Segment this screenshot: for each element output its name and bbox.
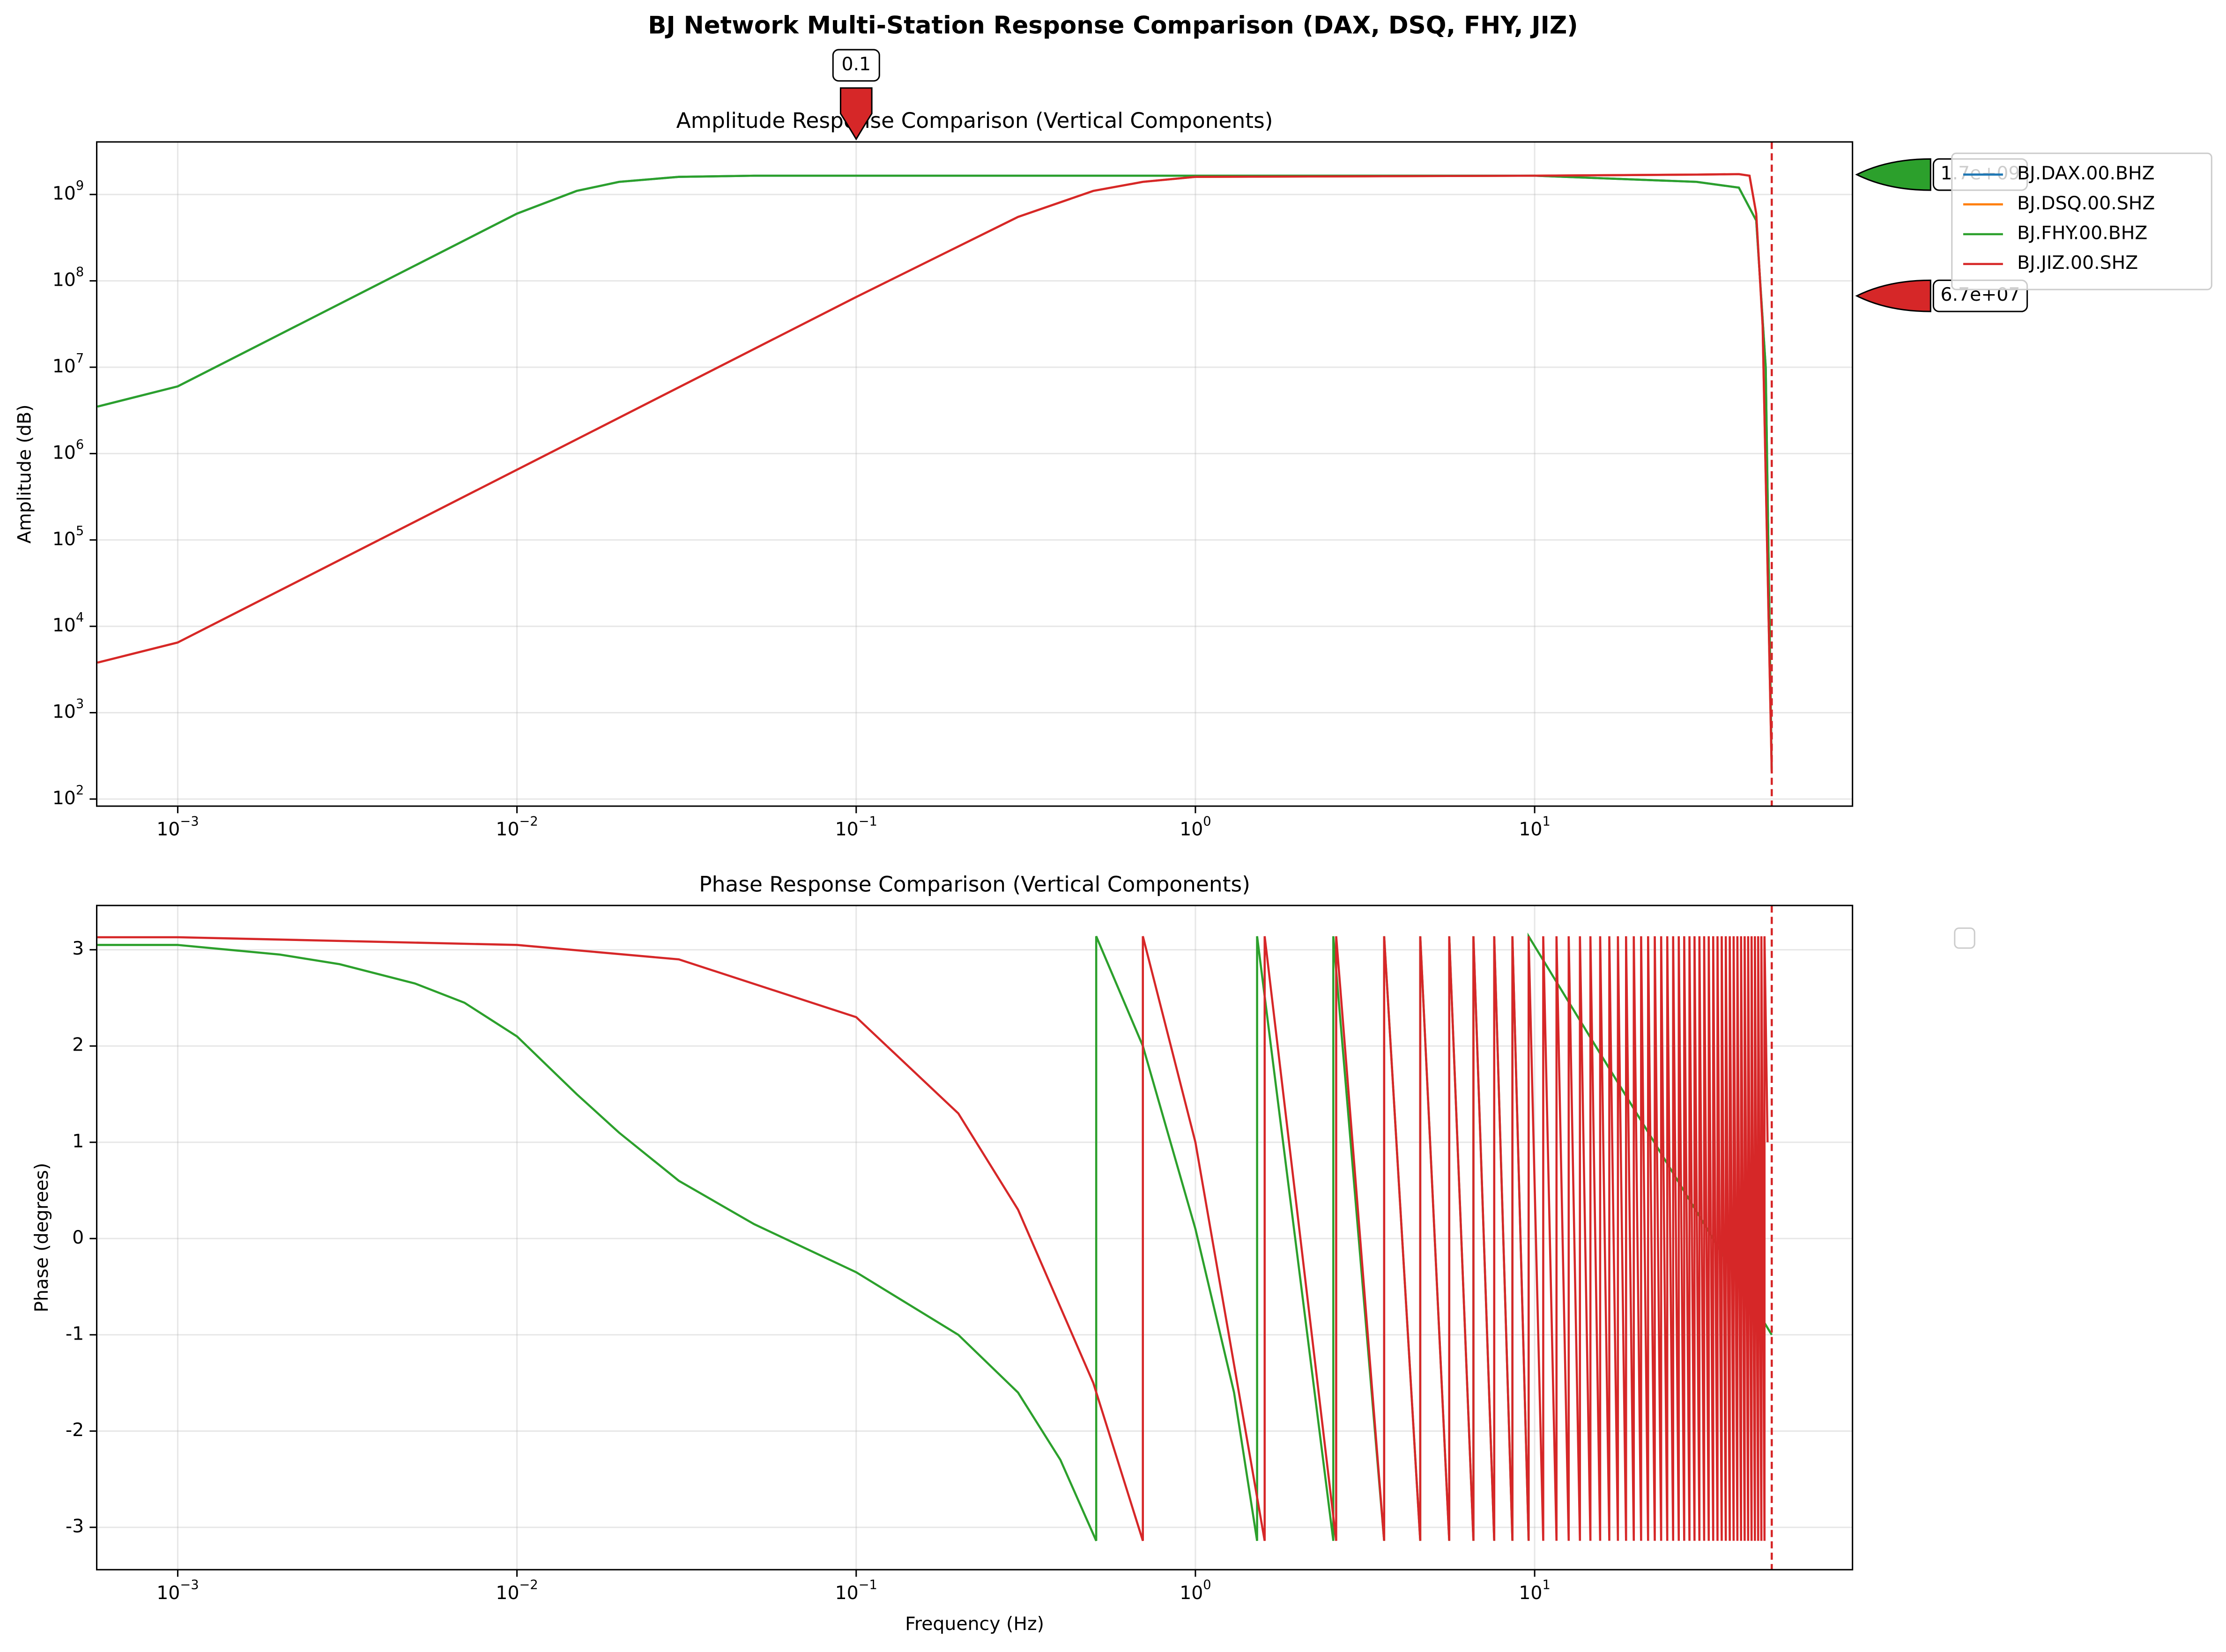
x-tick-label-exponent: 0 [1203, 814, 1211, 829]
x-tick-label-base: 10 [496, 818, 519, 840]
figure-title: BJ Network Multi-Station Response Compar… [648, 12, 1578, 40]
y-tick-label-base: 10 [52, 787, 76, 808]
axes-title: Amplitude Response Comparison (Vertical … [676, 108, 1273, 133]
x-tick-label-exponent: 1 [1542, 1578, 1550, 1592]
y-tick-label-base: 10 [52, 269, 76, 290]
x-tick-label: 10−1 [835, 1578, 877, 1603]
legend-frame [1951, 152, 2212, 290]
x-tick-label-base: 10 [835, 1582, 859, 1603]
y-tick-label: -1 [66, 1323, 84, 1344]
y-tick-label: 107 [52, 351, 84, 377]
x-tick-label: 10−1 [835, 814, 877, 840]
axes-frame [96, 141, 1854, 807]
y-tick-label-base: 10 [52, 528, 76, 549]
axes-title: Phase Response Comparison (Vertical Comp… [699, 872, 1250, 896]
y-tick-label-exponent: 4 [76, 610, 84, 624]
y-axis-label: Amplitude (dB) [14, 405, 35, 544]
y-tick-label-base: 10 [52, 442, 76, 463]
x-tick-label-exponent: −3 [180, 814, 199, 829]
legend-label: BJ.DSQ.00.SHZ [2017, 193, 2155, 214]
series-line [97, 936, 1769, 1541]
annotation-box [832, 49, 880, 82]
y-tick-label-base: 10 [52, 701, 76, 722]
annotation-marker [1855, 158, 1931, 191]
x-tick-label-base: 10 [1519, 818, 1542, 840]
y-tick-label-exponent: 5 [76, 524, 84, 538]
y-tick-label-exponent: 9 [76, 178, 84, 193]
y-tick-label: 1 [72, 1130, 84, 1152]
y-tick-label: 106 [52, 437, 84, 463]
y-tick-label: 103 [52, 696, 84, 722]
x-tick-label: 100 [1180, 1578, 1211, 1603]
x-tick-label-exponent: −2 [519, 814, 538, 829]
x-tick-label-base: 10 [1180, 818, 1203, 840]
x-tick-label-exponent: 1 [1542, 814, 1550, 829]
x-tick-label-exponent: −2 [519, 1578, 538, 1592]
y-tick-label: 0 [72, 1227, 84, 1248]
y-tick-label: 104 [52, 610, 84, 636]
y-tick-label-exponent: 6 [76, 437, 84, 452]
x-tick-label: 101 [1519, 1578, 1550, 1603]
y-tick-label: 3 [72, 938, 84, 959]
x-tick-label: 101 [1519, 814, 1550, 840]
x-tick-label-exponent: 0 [1203, 1578, 1211, 1592]
x-tick-label-base: 10 [1180, 1582, 1203, 1603]
y-tick-label: 108 [52, 265, 84, 290]
x-tick-label-base: 10 [1519, 1582, 1542, 1603]
y-tick-label: 2 [72, 1034, 84, 1056]
axes-frame [96, 904, 1854, 1571]
x-tick-label-base: 10 [496, 1582, 519, 1603]
x-tick-label-base: 10 [835, 818, 859, 840]
x-tick-label: 10−2 [496, 1578, 538, 1603]
y-tick-label: -3 [66, 1515, 84, 1537]
y-tick-label: 102 [52, 783, 84, 808]
series-line [97, 174, 1773, 773]
x-tick-label-base: 10 [156, 818, 180, 840]
x-tick-label: 10−3 [156, 814, 199, 840]
y-tick-label-base: 10 [52, 615, 76, 636]
legend-label: BJ.FHY.00.BHZ [2017, 222, 2147, 244]
x-tick-label: 10−3 [156, 1578, 199, 1603]
y-tick-label-base: 10 [52, 356, 76, 377]
y-tick-label-base: 10 [52, 183, 76, 204]
x-tick-label-exponent: −1 [859, 814, 877, 829]
y-axis-label: Phase (degrees) [31, 1163, 52, 1312]
legend-label: BJ.DAX.00.BHZ [2017, 163, 2154, 184]
x-tick-label: 100 [1180, 814, 1211, 840]
legend-frame [1954, 927, 1975, 949]
series-line [97, 173, 1773, 773]
y-tick-label: -2 [66, 1419, 84, 1441]
annotation-label: 0.1 [841, 53, 871, 75]
annotation-marker [839, 87, 873, 141]
x-tick-label: 10−2 [496, 814, 538, 840]
y-tick-label: 109 [52, 178, 84, 204]
y-tick-label: 105 [52, 524, 84, 549]
x-axis-label: Frequency (Hz) [905, 1613, 1044, 1635]
x-tick-label-exponent: −1 [859, 1578, 877, 1592]
y-tick-label-exponent: 2 [76, 783, 84, 797]
x-tick-label-base: 10 [156, 1582, 180, 1603]
y-tick-label-exponent: 8 [76, 265, 84, 279]
y-tick-label-exponent: 3 [76, 696, 84, 711]
x-tick-label-exponent: −3 [180, 1578, 199, 1592]
legend-label: BJ.JIZ.00.SHZ [2017, 252, 2138, 274]
y-tick-label-exponent: 7 [76, 351, 84, 365]
annotation-marker [1855, 279, 1931, 312]
